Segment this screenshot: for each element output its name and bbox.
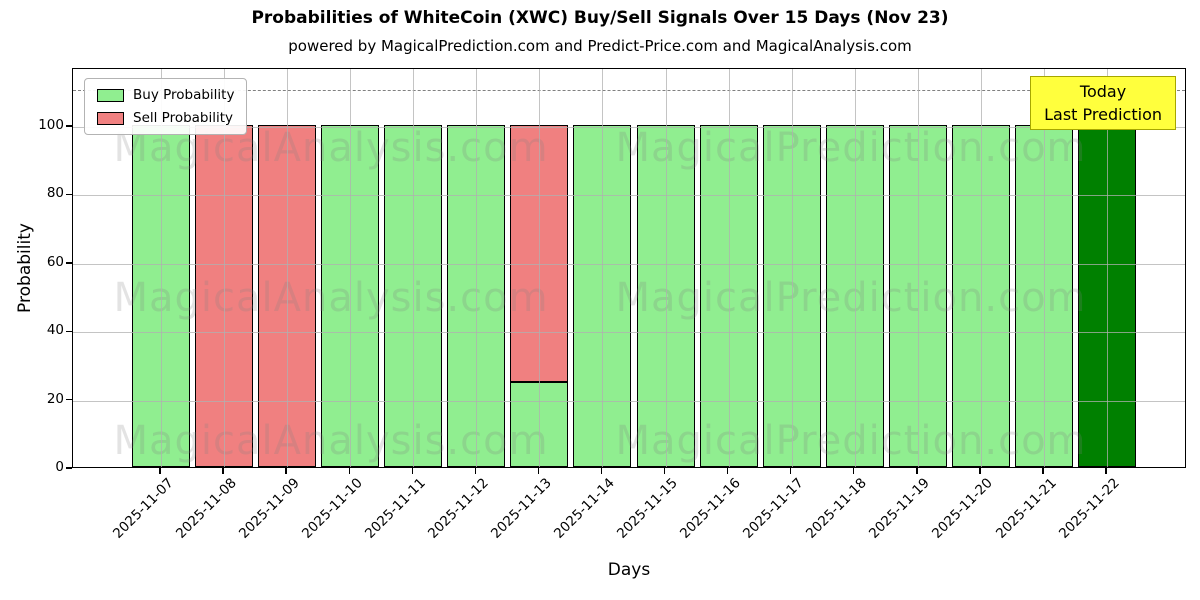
buy-swatch-icon xyxy=(97,88,124,102)
legend-label-sell: Sell Probability xyxy=(133,110,234,126)
x-gridline xyxy=(224,69,226,467)
x-tick-label: 2025-11-22 xyxy=(1055,475,1123,542)
x-tick-label: 2025-11-20 xyxy=(929,475,997,542)
x-tick-label: 2025-11-13 xyxy=(487,475,555,542)
x-gridline xyxy=(161,69,162,467)
x-axis-label: Days xyxy=(607,560,651,580)
sell-swatch-icon xyxy=(97,111,124,125)
x-gridline xyxy=(980,69,982,467)
watermark-text: MagicalPrediction.com xyxy=(615,125,1087,171)
y-tick-mark xyxy=(66,467,72,469)
x-tick-mark xyxy=(790,468,792,474)
legend: Buy Probability Sell Probability xyxy=(84,78,248,135)
grid-layer xyxy=(73,69,1185,467)
legend-item-buy: Buy Probability xyxy=(97,87,234,103)
y-tick-mark xyxy=(66,262,72,264)
x-tick-label: 2025-11-12 xyxy=(424,475,492,542)
x-tick-mark xyxy=(537,468,540,474)
x-tick-mark xyxy=(600,468,603,474)
x-tick-label: 2025-11-07 xyxy=(109,475,177,542)
y-tick-mark xyxy=(66,398,72,401)
x-tick-label: 2025-11-18 xyxy=(803,475,871,542)
x-tick-mark xyxy=(411,468,413,474)
y-gridline xyxy=(73,332,1185,334)
today-annotation-box: Today Last Prediction xyxy=(1030,76,1176,131)
watermark-text: MagicalPrediction.com xyxy=(615,418,1087,464)
y-gridline xyxy=(73,400,1185,402)
x-tick-mark xyxy=(663,468,666,474)
y-gridline xyxy=(73,127,1185,129)
y-tick-label: 40 xyxy=(46,322,64,339)
x-tick-mark xyxy=(285,468,287,474)
today-annotation-line2: Last Prediction xyxy=(1044,105,1162,125)
x-gridline xyxy=(539,69,541,467)
y-tick-label: 60 xyxy=(46,253,64,270)
y-tick-label: 80 xyxy=(46,185,64,202)
y-tick-mark xyxy=(66,193,72,196)
y-tick-label: 100 xyxy=(38,117,64,134)
x-tick-label: 2025-11-09 xyxy=(235,475,303,542)
y-tick-mark xyxy=(66,330,72,332)
y-tick-mark xyxy=(66,125,72,127)
x-gridline xyxy=(917,69,919,467)
plot-area: MagicalAnalysis.com MagicalPrediction.com… xyxy=(72,68,1186,468)
legend-item-sell: Sell Probability xyxy=(97,110,234,126)
x-tick-label: 2025-11-11 xyxy=(361,475,429,542)
y-gridline xyxy=(73,195,1185,197)
y-tick-label: 0 xyxy=(55,459,64,475)
chart-subtitle: powered by MagicalPrediction.com and Pre… xyxy=(288,37,912,55)
x-tick-mark xyxy=(159,468,161,474)
x-tick-label: 2025-11-14 xyxy=(551,475,618,542)
watermark-text: MagicalAnalysis.com xyxy=(113,418,549,464)
x-tick-mark xyxy=(916,468,918,474)
x-gridline xyxy=(791,69,793,467)
x-gridline xyxy=(350,69,352,467)
watermark-text: MagicalPrediction.com xyxy=(615,275,1087,321)
x-tick-mark xyxy=(853,468,855,474)
x-gridline xyxy=(728,69,730,467)
x-tick-label: 2025-11-10 xyxy=(298,475,366,542)
x-tick-label: 2025-11-16 xyxy=(677,475,744,542)
x-gridline xyxy=(665,69,667,467)
x-gridline xyxy=(1107,69,1109,467)
x-tick-label: 2025-11-08 xyxy=(172,475,240,542)
x-tick-label: 2025-11-17 xyxy=(740,475,808,542)
x-gridline xyxy=(1043,69,1045,467)
dashed-threshold-line xyxy=(73,89,1185,91)
x-gridline xyxy=(854,69,856,467)
watermark-layer: MagicalAnalysis.com MagicalPrediction.com… xyxy=(73,69,1185,467)
x-tick-mark xyxy=(979,468,981,474)
x-tick-label: 2025-11-15 xyxy=(614,475,681,542)
x-tick-mark xyxy=(474,468,477,474)
x-tick-mark xyxy=(726,468,729,474)
legend-label-buy: Buy Probability xyxy=(133,87,235,103)
x-gridline xyxy=(413,69,415,467)
x-gridline xyxy=(602,69,604,467)
x-tick-mark xyxy=(1105,468,1107,474)
watermark-text: MagicalAnalysis.com xyxy=(113,275,549,321)
y-tick-label: 20 xyxy=(46,390,64,407)
x-tick-mark xyxy=(348,468,350,474)
chart-title: Probabilities of WhiteCoin (XWC) Buy/Sel… xyxy=(251,8,949,28)
x-tick-mark xyxy=(222,468,224,474)
x-tick-mark xyxy=(1042,468,1044,474)
x-tick-label: 2025-11-19 xyxy=(866,475,934,542)
x-tick-label: 2025-11-21 xyxy=(992,475,1060,542)
x-gridline xyxy=(287,69,289,467)
y-gridline xyxy=(73,263,1185,265)
x-gridline xyxy=(476,69,478,467)
today-annotation-line1: Today xyxy=(1079,82,1127,101)
